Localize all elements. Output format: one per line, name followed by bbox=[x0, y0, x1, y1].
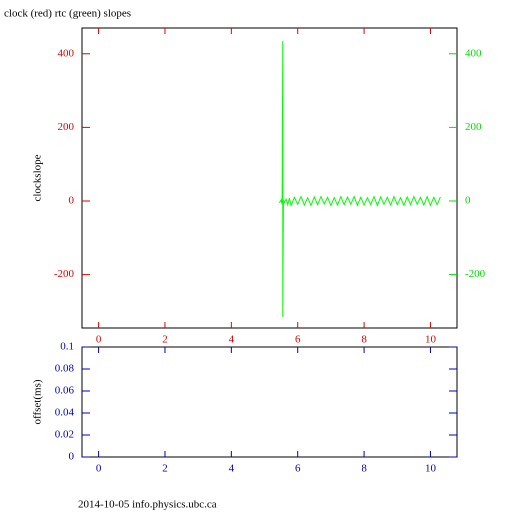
x-tick-label: 6 bbox=[295, 463, 301, 475]
x-tick-label: 2 bbox=[162, 334, 168, 346]
y-axis-label: offset(ms) bbox=[32, 379, 44, 424]
x-tick-label: 8 bbox=[361, 463, 367, 475]
y-tick-label: 200 bbox=[58, 121, 75, 133]
y2-tick-label: -200 bbox=[465, 268, 486, 280]
x-tick-label: 0 bbox=[96, 334, 102, 346]
y2-tick-label: 400 bbox=[465, 47, 482, 59]
x-tick-label: 4 bbox=[229, 334, 235, 346]
y2-tick-label: 0 bbox=[465, 195, 471, 207]
x-tick-label: 2 bbox=[162, 463, 168, 475]
plot-frame bbox=[81, 346, 458, 458]
y-tick-label: 0.04 bbox=[55, 407, 75, 419]
y2-tick-label: 200 bbox=[465, 121, 482, 133]
y-tick-label: 0.1 bbox=[60, 341, 74, 353]
x-tick-label: 8 bbox=[361, 334, 367, 346]
y-axis-label: clockslope bbox=[32, 154, 44, 201]
x-tick-label: 6 bbox=[295, 334, 301, 346]
x-tick-label: 10 bbox=[425, 334, 437, 346]
y-tick-label: -200 bbox=[54, 268, 75, 280]
series-line bbox=[279, 40, 441, 317]
x-tick-label: 10 bbox=[425, 463, 437, 475]
chart-title: clock (red) rtc (green) slopes bbox=[4, 8, 131, 20]
y-tick-label: 400 bbox=[58, 47, 75, 59]
y-tick-label: 0.06 bbox=[55, 385, 75, 397]
y-tick-label: 0.02 bbox=[55, 429, 74, 441]
plot-frame bbox=[81, 27, 458, 329]
footer: 2014-10-05 info.physics.ubc.ca bbox=[78, 499, 217, 511]
x-tick-label: 4 bbox=[229, 463, 235, 475]
y-tick-label: 0.08 bbox=[55, 363, 75, 375]
x-tick-label: 0 bbox=[96, 463, 102, 475]
y-tick-label: 0 bbox=[69, 451, 75, 463]
y-tick-label: 0 bbox=[69, 195, 75, 207]
